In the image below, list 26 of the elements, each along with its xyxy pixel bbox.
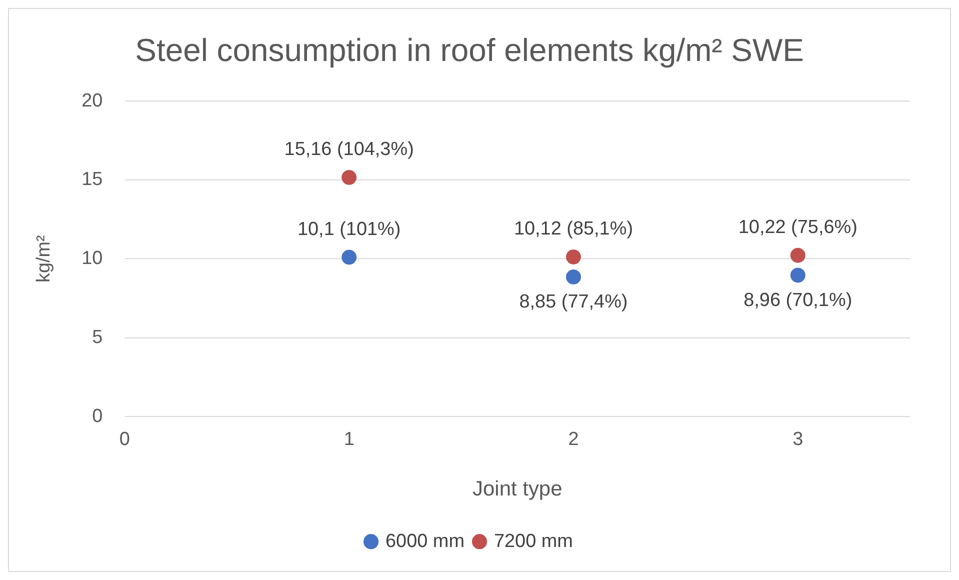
data-label: 8,85 (77,4%): [519, 292, 628, 313]
x-tick-label: 0: [119, 429, 130, 450]
point: [790, 268, 806, 283]
x-tick-label: 1: [344, 429, 354, 450]
point: [566, 269, 581, 284]
y-axis-title: kg/m²: [34, 235, 55, 282]
data-label: 10,1 (101%): [297, 219, 401, 240]
x-axis-title: Joint type: [472, 477, 562, 500]
y-tick-label: 15: [82, 169, 103, 190]
point: [342, 170, 357, 185]
x-tick-label: 2: [568, 429, 579, 450]
chart-title: Steel consumption in roof elements kg/m² SWE: [135, 32, 804, 68]
data-label: 10,12 (85,1%): [514, 218, 634, 240]
y-tick-label: 5: [92, 326, 103, 348]
legend-label: 6000 mm: [386, 530, 465, 552]
y-tick-label: 20: [82, 90, 103, 112]
point: [342, 250, 357, 265]
y-tick-label: 0: [92, 406, 103, 427]
legend-label: 7200 mm: [494, 530, 573, 552]
x-tick-label: 3: [792, 429, 804, 450]
data-label: 15,16 (104,3%): [284, 139, 414, 160]
data-label: 10,22 (75,6%): [738, 217, 858, 238]
y-tick-label: 10: [82, 248, 103, 270]
point: [790, 248, 806, 263]
point: [566, 249, 581, 264]
data-label: 8,96 (70,1%): [744, 290, 852, 311]
